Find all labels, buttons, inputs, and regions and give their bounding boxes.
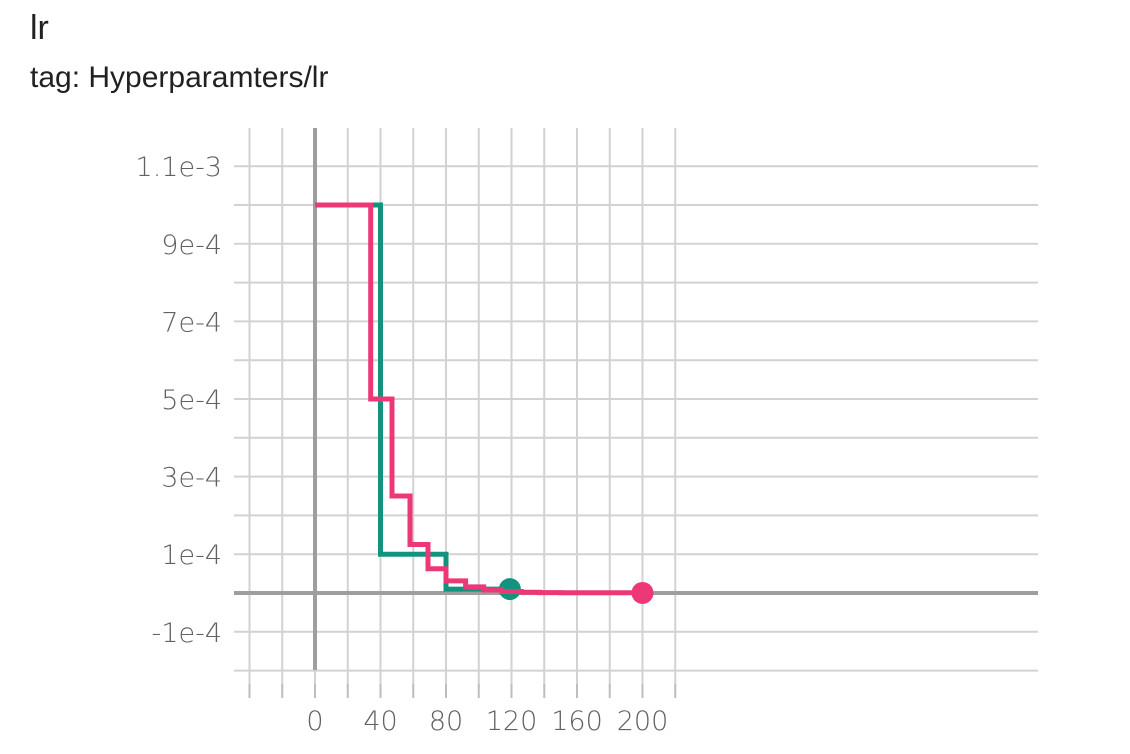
y-tick-label: 3e-4 xyxy=(161,463,222,494)
x-tick-label: 200 xyxy=(617,706,669,737)
x-tick-label: 120 xyxy=(486,706,538,737)
x-tick-label: 40 xyxy=(363,706,397,737)
y-tick-label: 5e-4 xyxy=(161,385,222,416)
y-tick-label: 1e-4 xyxy=(161,540,222,571)
y-tick-label: 9e-4 xyxy=(161,230,222,261)
chart-title: lr xyxy=(30,9,49,47)
series-line-2[interactable] xyxy=(315,202,645,596)
chart-tag: tag: Hyperparamters/lr xyxy=(30,61,329,94)
y-tick-labels: 1.1e-3 9e-4 7e-4 5e-4 3e-4 1e-4 -1e-4 xyxy=(136,152,222,649)
x-tick-label: 160 xyxy=(551,706,603,737)
x-tick-labels: 0 40 80 120 160 200 xyxy=(306,706,668,737)
series-end-marker-2[interactable] xyxy=(631,581,654,604)
x-tick-label: 0 xyxy=(306,706,323,737)
series-lines[interactable] xyxy=(315,202,654,604)
grid-lines xyxy=(234,128,1038,698)
y-tick-label: 1.1e-3 xyxy=(136,152,222,183)
x-tick-label: 80 xyxy=(429,706,463,737)
y-tick-label: 7e-4 xyxy=(161,307,222,338)
y-tick-label: -1e-4 xyxy=(152,618,222,649)
